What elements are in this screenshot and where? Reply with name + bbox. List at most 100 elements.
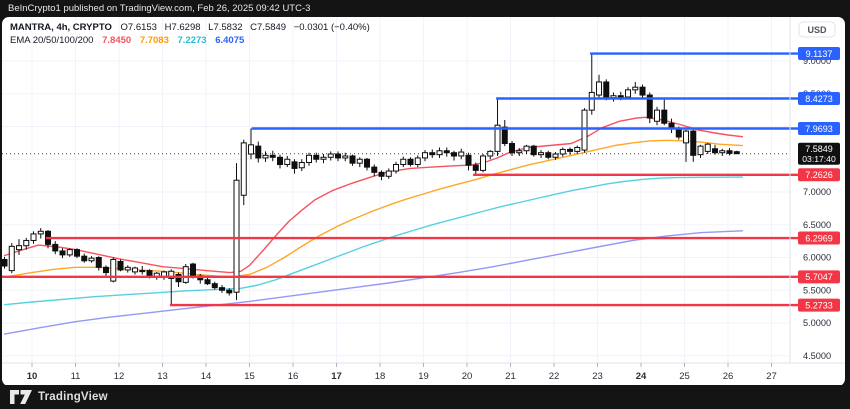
candlestick xyxy=(23,237,30,250)
time-tick-label-21: 21 xyxy=(505,371,516,382)
candle-body-up xyxy=(23,239,30,247)
candlestick xyxy=(574,145,581,155)
candlestick xyxy=(342,152,349,162)
ema-200-line[interactable] xyxy=(3,230,744,335)
time-tick-label-24: 24 xyxy=(636,371,647,382)
time-tick-label-27: 27 xyxy=(766,371,777,382)
candle-body-down xyxy=(646,94,653,119)
candlestick xyxy=(168,269,175,306)
candlestick xyxy=(378,170,385,181)
candle-body-up xyxy=(306,154,313,164)
candle-body-up xyxy=(37,230,44,235)
candlestick xyxy=(393,161,400,174)
candle-body-up xyxy=(704,143,711,152)
price-level-badge[interactable] xyxy=(798,92,840,106)
tradingview-logo-icon[interactable] xyxy=(10,390,32,404)
candle-body-up xyxy=(88,257,95,262)
ema-indicator-label[interactable]: EMA 20/50/100/200 xyxy=(10,34,94,46)
price-level-badge[interactable] xyxy=(798,270,840,284)
candle-body-down xyxy=(530,145,537,156)
candle-body-down xyxy=(465,154,472,166)
candlestick xyxy=(298,159,305,172)
candle-body-up xyxy=(385,170,392,177)
candle-body-up xyxy=(458,151,465,157)
candlestick xyxy=(472,162,479,175)
symbol-title[interactable]: MANTRA, 4h, CRYPTO xyxy=(10,22,112,33)
candle-body-down xyxy=(407,158,414,165)
price-tick-label-4.5000: 4.5000 xyxy=(803,351,831,361)
price-tick-label-7.0000: 7.0000 xyxy=(803,187,831,197)
time-tick-label-23: 23 xyxy=(592,371,603,382)
tradingview-brand-text[interactable]: TradingView xyxy=(38,391,108,403)
candlestick xyxy=(226,288,233,296)
candlestick xyxy=(240,139,247,206)
candle-body-up xyxy=(298,162,305,169)
time-tick-label-13: 13 xyxy=(157,371,168,382)
candlestick xyxy=(625,87,632,99)
candlestick xyxy=(683,129,690,162)
candle-body-up xyxy=(132,267,139,273)
candlestick xyxy=(501,119,508,147)
candle-body-up xyxy=(30,233,37,241)
candlestick xyxy=(697,144,704,158)
candlestick xyxy=(487,150,494,160)
price-level-badge[interactable] xyxy=(798,47,840,61)
candle-body-down xyxy=(371,166,378,173)
candle-body-up xyxy=(262,154,269,159)
candle-body-down xyxy=(52,243,59,252)
candlestick xyxy=(211,281,218,290)
candlestick xyxy=(81,253,88,263)
attribution-bar: BeInCrypto1 published on TradingView.com… xyxy=(0,0,850,17)
candle-body-down xyxy=(117,260,124,271)
candle-body-up xyxy=(8,245,15,272)
time-tick-label-10: 10 xyxy=(27,371,38,382)
candlestick xyxy=(690,129,697,162)
candlestick xyxy=(465,152,472,171)
candle-body-up xyxy=(697,145,704,156)
candlestick xyxy=(74,248,81,259)
candle-body-down xyxy=(313,154,320,160)
candle-body-down xyxy=(277,156,284,165)
candlestick xyxy=(400,156,407,168)
candlestick xyxy=(313,152,320,163)
price-level-badge[interactable] xyxy=(798,298,840,312)
price-level-badge[interactable] xyxy=(798,122,840,136)
candle-body-down xyxy=(269,154,276,158)
symbol-legend: MANTRA, 4h, CRYPTO O7.6153 H7.6298 L7.58… xyxy=(10,22,375,47)
candle-body-down xyxy=(509,143,516,154)
candlestick xyxy=(110,257,117,283)
price-level-badge-text: 7.9693 xyxy=(805,124,833,134)
last-price-countdown: 03:17:40 xyxy=(802,154,836,164)
time-tick-label-16: 16 xyxy=(288,371,299,382)
candle-body-down xyxy=(443,150,450,154)
candle-body-down xyxy=(81,255,88,262)
candlestick xyxy=(277,154,284,169)
candlestick xyxy=(139,266,146,275)
candle-body-up xyxy=(139,270,146,273)
candlestick xyxy=(654,106,661,126)
time-tick-label-25: 25 xyxy=(679,371,690,382)
ema-100-line[interactable] xyxy=(3,176,744,306)
candlestick xyxy=(726,148,733,156)
candlestick xyxy=(66,248,73,257)
candlestick xyxy=(88,256,95,263)
candle-body-up xyxy=(327,153,334,158)
currency-pill xyxy=(798,21,836,38)
candlestick xyxy=(124,265,131,273)
candlestick xyxy=(117,259,124,272)
currency-label: USD xyxy=(807,25,827,35)
ema-value-50: 7.7083 xyxy=(139,34,169,46)
price-level-badge[interactable] xyxy=(798,168,840,182)
candlestick xyxy=(385,168,392,179)
candle-body-down xyxy=(378,171,385,177)
price-level-badge[interactable] xyxy=(798,231,840,245)
candle-body-down xyxy=(675,127,682,138)
last-price-badge[interactable] xyxy=(798,142,840,165)
candle-body-down xyxy=(204,279,211,285)
candle-body-down xyxy=(690,130,697,156)
candlestick xyxy=(559,147,566,157)
candle-body-down xyxy=(567,148,574,152)
chart-pane[interactable] xyxy=(2,17,790,363)
attribution-text: BeInCrypto1 published on TradingView.com… xyxy=(8,3,311,14)
